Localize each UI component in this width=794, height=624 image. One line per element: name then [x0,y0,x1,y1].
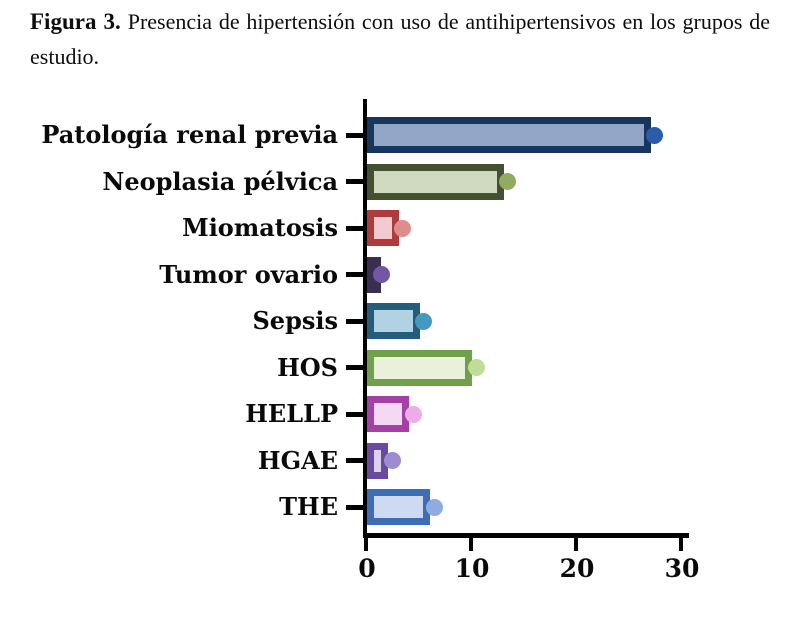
category-tick [346,319,363,324]
x-axis-tick [679,538,683,551]
bar [367,396,409,432]
category-tick [346,365,363,370]
category-label: HELLP [245,399,338,428]
bar [367,303,420,339]
bar-end-dot [415,313,432,330]
bar-end-dot [394,220,411,237]
x-axis-tick [364,538,368,551]
category-tick [346,505,363,510]
category-tick [346,412,363,417]
bar-end-dot [426,499,443,516]
category-label: Tumor ovario [159,259,338,289]
figure-caption-text: Presencia de hipertensión con uso de ant… [30,9,770,69]
x-axis-tick [469,538,473,551]
figure-caption: Figura 3. Presencia de hipertensión con u… [30,4,770,74]
x-axis-tick-label: 0 [358,554,376,583]
bar [367,164,504,200]
category-label: HOS [277,352,338,382]
bar-end-dot [384,452,401,469]
bar-end-dot [405,406,422,423]
y-axis-line [363,99,367,533]
category-tick [346,226,363,231]
x-axis-tick-label: 10 [454,554,490,583]
bar [367,489,430,525]
bar-end-dot [468,359,485,376]
x-axis-tick [574,538,578,551]
bar [367,117,651,153]
bar-end-dot [646,127,663,144]
x-axis-line [363,533,689,538]
category-tick [346,458,363,463]
bar [367,350,472,386]
category-tick [346,179,363,184]
category-label: Neoplasia pélvica [102,166,338,196]
figure-label: Figura 3. [30,9,121,34]
x-axis-tick-label: 30 [664,554,700,583]
bar-end-dot [373,266,390,283]
category-label: THE [279,492,338,521]
category-label: Patología renal previa [41,120,338,149]
category-label: Miomatosis [182,213,338,242]
x-axis-tick-label: 20 [559,554,595,583]
bar-end-dot [499,173,516,190]
category-label: Sepsis [252,306,338,335]
category-tick [346,133,363,138]
category-tick [346,272,363,277]
category-label: HGAE [257,445,338,475]
